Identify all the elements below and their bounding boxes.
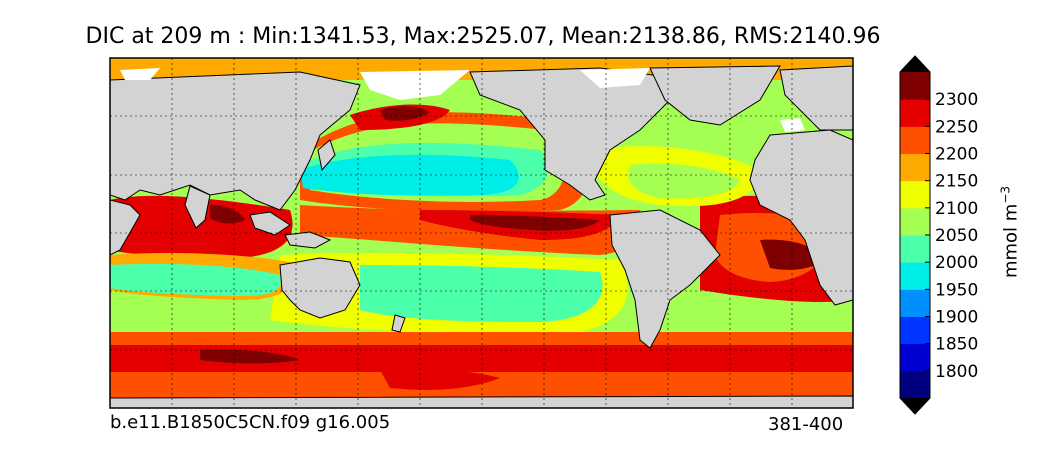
units-text: mmol m [1000, 203, 1022, 279]
run-id-label: b.e11.B1850C5CN.f09 g16.005 [110, 412, 391, 433]
colorbar-segment [900, 316, 930, 345]
colorbar-tick-label: 2050 [935, 226, 978, 246]
colorbar-tick-label: 2000 [935, 253, 978, 273]
units-exponent: −3 [998, 185, 1013, 204]
colorbar-segment [900, 180, 930, 209]
colorbar-units-label: mmol m−3 [999, 186, 1022, 278]
colorbar-segment [900, 207, 930, 236]
colorbar-segment [900, 72, 930, 100]
colorbar-segment [900, 99, 930, 127]
map-frame [109, 57, 854, 409]
chart-title: DIC at 209 m : Min:1341.53, Max:2525.07,… [85, 24, 881, 49]
colorbar-segment [900, 126, 930, 154]
colorbar-tick-label: 1950 [935, 280, 978, 300]
colorbar-tick-label: 1900 [935, 308, 978, 328]
colorbar-segment [900, 370, 930, 399]
land-masses [110, 65, 853, 408]
colorbar-segment [900, 262, 930, 290]
colorbar-frame [899, 55, 931, 415]
colorbar-tick-label: 2200 [935, 145, 978, 165]
colorbar-segment [900, 235, 930, 263]
colorbar-tick-label: 1850 [935, 335, 978, 355]
map-grid [110, 58, 853, 408]
sea-ice [120, 68, 805, 132]
colorbar-segment [900, 153, 930, 182]
colorbar: 1800 1850 1900 1950 2000 2050 2100 2150 2200 2250… [899, 55, 978, 415]
colorbar-segment [900, 289, 930, 317]
colorbar-tick-label: 2150 [935, 172, 978, 192]
colorbar-tick-label: 2300 [935, 90, 978, 110]
colorbar-extend-high [900, 56, 930, 72]
colorbar-tick-label: 2100 [935, 199, 978, 219]
colorbar-tick-label: 2250 [935, 117, 978, 137]
colorbar-segment [900, 343, 930, 372]
year-range-label: 381-400 [768, 414, 844, 435]
colorbar-tick-label: 1800 [935, 362, 978, 382]
colorbar-extend-low [900, 398, 930, 414]
